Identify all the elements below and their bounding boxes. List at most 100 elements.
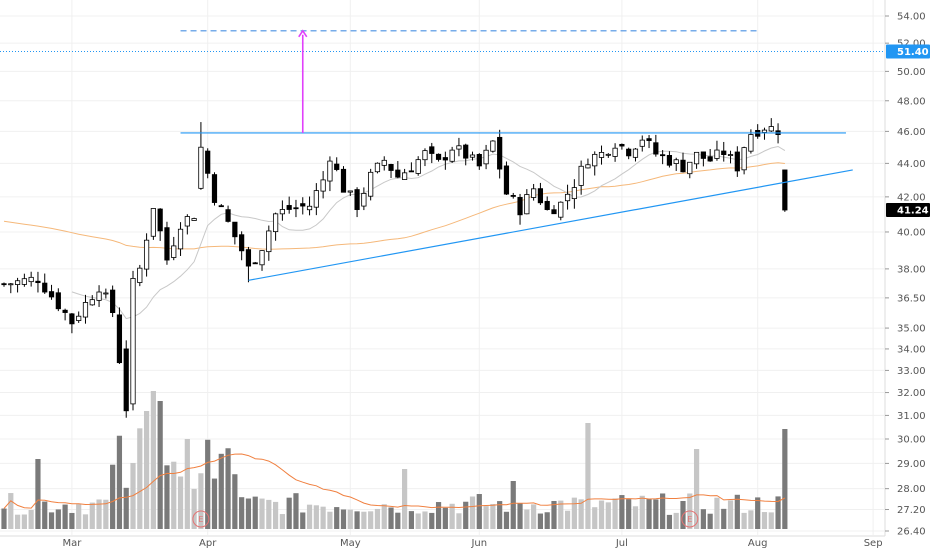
volume-bar — [143, 411, 150, 529]
candle-body — [741, 147, 747, 171]
volume-bar — [748, 510, 754, 529]
volume-bar — [306, 504, 313, 529]
candle-body — [429, 146, 435, 154]
y-tick-label: 34.00 — [897, 344, 926, 355]
candle-body — [245, 249, 252, 267]
grid — [0, 0, 884, 535]
candle-body — [653, 142, 659, 155]
volume-bar — [646, 499, 652, 529]
volume-bar — [456, 513, 462, 529]
volume-bars — [1, 391, 788, 529]
candle-body — [551, 209, 557, 215]
volume-bar — [388, 507, 394, 529]
y-tick-label: 48.00 — [897, 96, 926, 107]
volume-bar — [639, 495, 645, 529]
volume-bar — [76, 504, 82, 529]
candle-body — [177, 228, 184, 250]
volume-bar — [693, 449, 700, 529]
candle-body — [497, 136, 503, 170]
y-tick-label: 30.00 — [897, 435, 926, 446]
candle-body — [510, 195, 516, 197]
volume-bar — [721, 508, 727, 529]
candle-body — [286, 205, 292, 210]
volume-bar — [252, 496, 258, 529]
candle-body — [483, 149, 489, 165]
candle-body — [612, 147, 618, 157]
volume-bar — [497, 501, 503, 529]
candle-body — [130, 278, 136, 405]
volume-bar — [21, 514, 27, 529]
volume-bar — [476, 494, 482, 529]
y-tick-label: 44.00 — [897, 159, 926, 170]
volume-bar — [286, 497, 292, 529]
candle-body — [279, 209, 285, 215]
candle-body — [456, 145, 462, 150]
volume-bar — [524, 509, 530, 529]
volume-bar — [782, 429, 788, 529]
volume-bar — [1, 508, 7, 529]
volume-bar — [564, 510, 571, 529]
candle-body — [334, 163, 340, 170]
volume-bar — [42, 501, 48, 529]
volume-bar — [198, 473, 204, 529]
volume-bar — [14, 514, 21, 529]
candle-body — [626, 148, 632, 157]
volume-bar — [700, 509, 706, 529]
volume-bar — [123, 487, 129, 529]
candle-body — [340, 168, 347, 193]
y-tick-label: 26.40 — [897, 527, 926, 538]
candle-body — [218, 205, 224, 208]
candle-body — [619, 143, 625, 147]
price-badge-label: 51.40 — [897, 47, 929, 58]
candle-body — [123, 348, 129, 412]
volume-bar — [205, 439, 211, 529]
candle-body — [714, 149, 720, 159]
volume-bar — [334, 507, 340, 529]
volume-bar — [531, 504, 537, 529]
volume-bar — [442, 507, 448, 529]
candle-body — [259, 250, 265, 266]
volume-bar — [653, 499, 659, 529]
candle-body — [381, 159, 387, 166]
time-axis-bg — [0, 536, 932, 550]
volume-bar — [503, 511, 510, 529]
volume-bar — [612, 498, 618, 529]
volume-bar — [259, 498, 265, 529]
candle-body — [707, 156, 713, 162]
volume-bar — [585, 423, 591, 529]
candle-body — [62, 309, 68, 313]
volume-bar — [755, 497, 761, 529]
volume-bar — [463, 501, 469, 529]
candles — [1, 118, 788, 418]
candle-body — [578, 165, 584, 186]
volume-bar — [415, 513, 421, 529]
volume-bar — [571, 497, 577, 529]
candle-body — [239, 234, 245, 252]
volume-bar — [395, 512, 401, 529]
volume-bar — [103, 499, 109, 529]
volume-bar — [273, 501, 279, 529]
time-axis[interactable]: Mar Apr May Jun Jul Aug Sep — [0, 535, 932, 550]
candle-body — [82, 302, 89, 318]
volume-bar — [707, 513, 713, 529]
candle-body — [585, 164, 591, 169]
volume-bar — [402, 469, 408, 529]
candle-body — [48, 291, 55, 298]
candle-body — [571, 187, 577, 200]
volume-bar — [327, 511, 333, 529]
candle-body — [137, 267, 143, 283]
x-tick-label: Sep — [864, 538, 883, 549]
candle-body — [300, 203, 306, 207]
candle-body — [1, 283, 7, 286]
candle-body — [442, 157, 448, 161]
volume-bar — [619, 495, 625, 529]
candle-body — [42, 282, 48, 293]
earnings-marker — [681, 510, 699, 528]
volume-bar — [727, 500, 734, 529]
candle-body — [639, 139, 645, 147]
volume-bar — [96, 499, 102, 529]
candle-body — [605, 153, 611, 156]
volume-bar — [483, 506, 489, 529]
volume-bar — [354, 511, 360, 529]
price-axis[interactable]: 26.40 27.20 28.00 29.00 30.00 31.00 32.00 33.00… — [884, 0, 932, 550]
